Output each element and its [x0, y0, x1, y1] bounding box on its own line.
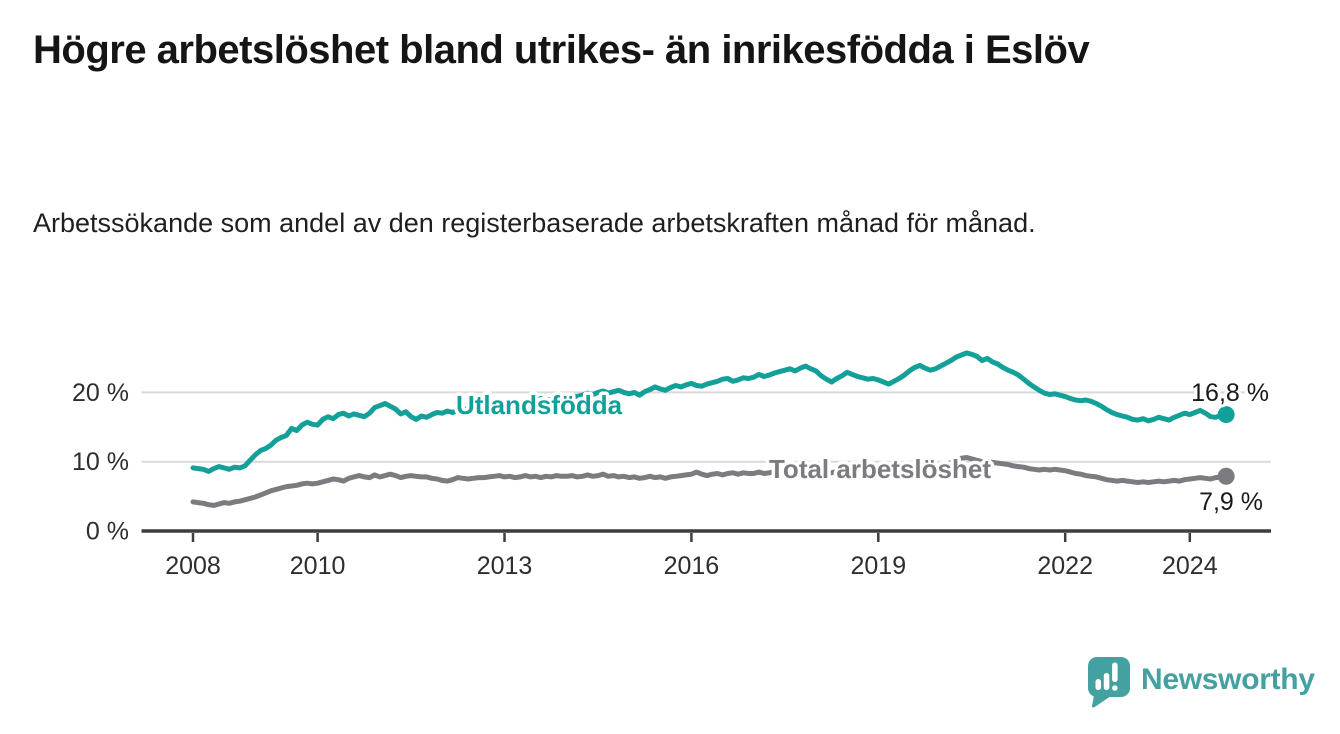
- series-line-utlandsfodda: [190, 350, 1229, 474]
- x-tick-label: 2024: [1162, 552, 1218, 580]
- series-end-dot-utlandsfodda: [1217, 406, 1235, 424]
- newsworthy-logo-icon: [1088, 657, 1130, 708]
- end-value-label-utlandsfodda: 16,8 %: [1191, 379, 1269, 407]
- page-title: Högre arbetslöshet bland utrikes- än inr…: [33, 28, 1090, 72]
- x-tick-label: 2016: [664, 552, 720, 580]
- brand-name: Newsworthy: [1141, 663, 1315, 696]
- y-tick-label: 20 %: [72, 379, 129, 407]
- x-tick-label: 2022: [1037, 552, 1093, 580]
- line-chart-canvas: 2008 2010 2013 2016 2019 2022 2024 0 % 10 % 20 % U…: [72, 350, 1272, 580]
- series-label-total: Total arbetslöshet: [769, 454, 991, 484]
- x-tick-label: 2008: [165, 552, 221, 580]
- y-tick-label: 0 %: [86, 518, 129, 546]
- line-chart: 2008 2010 2013 2016 2019 2022 2024 0 % 10 % 20 % U…: [0, 330, 1340, 620]
- series-line-total: [190, 455, 1229, 508]
- x-tick-label: 2013: [477, 552, 533, 580]
- series-end-dot-total: [1217, 467, 1235, 485]
- x-tick-label: 2019: [850, 552, 906, 580]
- end-value-label-total: 7,9 %: [1199, 488, 1263, 516]
- brand-footer: Newsworthy: [1087, 656, 1317, 712]
- series-label-utlandsfodda: Utlandsfödda: [456, 390, 623, 420]
- y-tick-label: 10 %: [72, 448, 129, 476]
- x-tick-label: 2010: [290, 552, 346, 580]
- chart-subtitle: Arbetssökande som andel av den registerb…: [33, 208, 1036, 238]
